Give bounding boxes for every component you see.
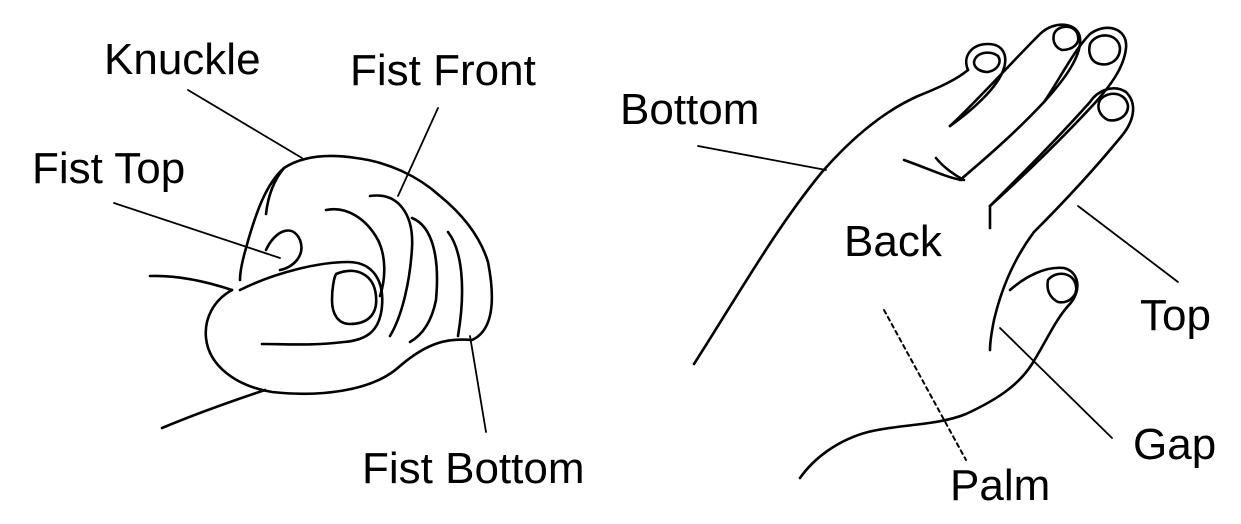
fist-finger-fold-1 — [324, 207, 386, 298]
label-knuckle: Knuckle — [104, 35, 261, 84]
leader-gap — [999, 327, 1113, 439]
label-fist-bottom: Fist Bottom — [362, 444, 585, 493]
fist-drawing — [148, 154, 494, 430]
label-fist-top: Fist Top — [32, 144, 186, 193]
leader-fist-top — [113, 202, 281, 259]
hand-right-contour — [988, 230, 1036, 352]
open-hand-drawing — [692, 23, 1135, 480]
fist-forearm-upper — [148, 274, 234, 292]
fist-knuckle-bump-1 — [264, 166, 286, 216]
fist-finger-fold-3 — [408, 216, 439, 344]
fist-finger-fold-2 — [368, 194, 414, 338]
hand-ring-finger — [902, 26, 1128, 208]
hand-little-finger — [988, 87, 1135, 234]
leader-bottom — [697, 145, 827, 171]
leader-fist-bottom — [469, 335, 487, 433]
fist-forearm-lower — [160, 388, 267, 430]
hand-crease-1 — [934, 156, 966, 182]
leader-top — [1077, 205, 1179, 283]
label-fist-front: Fist Front — [350, 46, 536, 95]
hand-thumb — [798, 266, 1079, 480]
hand-index-finger — [948, 42, 1007, 128]
label-palm: Palm — [950, 461, 1051, 510]
fist-finger-fold-4 — [446, 230, 464, 338]
leader-lines — [113, 89, 1179, 461]
fist-outline — [204, 154, 494, 396]
hand-left-contour — [692, 68, 970, 366]
hand-middle-nail — [1052, 25, 1080, 52]
hand-little-nail — [1097, 92, 1130, 122]
hand-thumbnail — [1046, 272, 1078, 304]
leader-fist-front — [397, 107, 439, 197]
fist-thumb — [238, 260, 384, 346]
label-bottom: Bottom — [620, 85, 760, 134]
label-top: Top — [1140, 291, 1211, 340]
label-back: Back — [844, 217, 942, 266]
leader-knuckle — [187, 89, 303, 159]
hand-ring-nail — [1088, 34, 1122, 66]
hand-index-nail — [972, 51, 1001, 74]
fist-thumbnail — [330, 269, 378, 326]
leader-palm — [883, 309, 967, 461]
hand-middle-finger — [948, 23, 1082, 182]
label-gap: Gap — [1133, 420, 1217, 469]
fist-knuckle-bump-2 — [264, 229, 303, 272]
